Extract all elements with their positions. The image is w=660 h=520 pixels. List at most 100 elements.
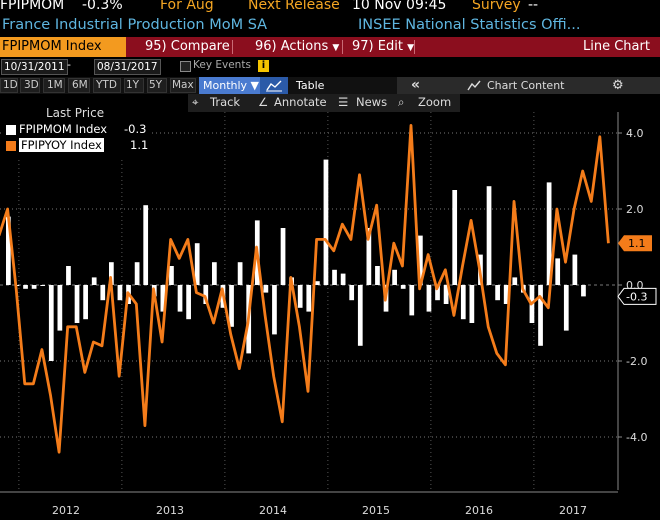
bar: [332, 269, 337, 285]
date-separator: -: [67, 58, 71, 71]
bar: [160, 285, 166, 312]
chevron-down-icon: ▼: [332, 43, 340, 53]
legend-swatch: [6, 124, 16, 135]
info-icon[interactable]: i: [258, 60, 269, 72]
period-6m[interactable]: 6M: [72, 79, 88, 91]
bar: [83, 285, 88, 320]
bar: [66, 266, 71, 285]
edit-button[interactable]: 97) Edit ▼: [352, 39, 415, 54]
header-next-release-label: Next Release: [248, 0, 340, 13]
period-1d[interactable]: 1D: [3, 79, 18, 91]
bar: [375, 266, 380, 285]
x-axis-band: [0, 490, 660, 520]
header-survey: --: [528, 0, 539, 13]
x-tick-label: 2015: [362, 504, 390, 517]
period-ytd[interactable]: YTD: [96, 79, 117, 91]
bar: [134, 262, 140, 285]
bar: [203, 285, 209, 304]
bar: [495, 285, 500, 301]
x-tick-label: 2017: [559, 504, 587, 517]
y-tick-label: -2.0: [626, 355, 647, 368]
bar: [117, 285, 123, 301]
legend-value: 1.1: [130, 138, 149, 152]
bar: [186, 285, 191, 320]
period-3d[interactable]: 3D: [24, 79, 39, 91]
header-value: -0.3%: [82, 0, 123, 13]
bar: [418, 235, 423, 285]
bar: [323, 159, 329, 285]
bar: [31, 285, 37, 289]
bar: [392, 269, 397, 285]
compare-button[interactable]: 95) Compare: [145, 39, 230, 54]
line-chart-button[interactable]: [260, 77, 288, 94]
annotate-icon: ∠: [258, 95, 269, 109]
bar: [169, 266, 174, 285]
chart-area[interactable]: 4.02.00.0-2.0-4.0 2012 2013 2014 2015 2016 20…: [0, 94, 660, 520]
security-field[interactable]: FPIPMOM Index: [0, 37, 126, 57]
legend-item-fpipmom[interactable]: FPIPMOM Index: [6, 122, 107, 136]
line-chart-icon: [266, 80, 282, 92]
period-max[interactable]: Max: [172, 79, 194, 91]
y-tick-label: 2.0: [626, 203, 644, 216]
legend-label: FPIPYOY Index: [19, 138, 104, 152]
header-survey-label: Survey: [472, 0, 521, 13]
bar: [280, 228, 286, 285]
news-icon: ☰: [338, 95, 349, 109]
bar: [555, 258, 561, 285]
bar: [503, 285, 509, 304]
bar: [23, 285, 28, 289]
end-date-field[interactable]: 08/31/2017: [94, 59, 161, 75]
x-tick-label: 2014: [259, 504, 287, 517]
chart-content-icon[interactable]: [467, 77, 481, 94]
start-date-field[interactable]: 10/31/2011: [1, 59, 68, 75]
y-axis: 4.02.00.0-2.0-4.0: [617, 112, 647, 520]
line-series: [0, 123, 610, 454]
last-value-marker-bar: [617, 287, 657, 305]
bar: [6, 216, 11, 285]
news-button[interactable]: News: [356, 95, 388, 109]
search-icon: ⌕: [398, 95, 405, 109]
chart-content-bar: « Chart Content ⚙: [397, 77, 660, 94]
actions-button[interactable]: 96) Actions ▼: [255, 39, 340, 54]
bar: [460, 285, 466, 320]
bar: [469, 285, 475, 323]
bar: [212, 262, 217, 285]
bar: [512, 277, 518, 285]
bar: [100, 285, 106, 301]
table-button[interactable]: Table: [296, 79, 325, 92]
collapse-icon[interactable]: «: [411, 77, 421, 93]
gear-icon[interactable]: ⚙: [612, 78, 624, 93]
plot-toolbar: ⌖ Track ∠ Annotate ☰ News ⌕ Zoom: [188, 94, 460, 112]
legend-title: Last Price: [46, 106, 105, 120]
bar: [409, 285, 415, 316]
frequency-dropdown[interactable]: Monthly ▼: [199, 77, 263, 94]
bar: [91, 277, 97, 285]
bar: [349, 285, 355, 301]
key-events-checkbox[interactable]: [180, 61, 191, 72]
last-value-labels: 1.1 -0.3: [617, 235, 657, 305]
header-next-release: 10 Nov 09:45: [352, 0, 447, 13]
chevron-down-icon: ▼: [407, 43, 415, 53]
y-tick-label: -4.0: [626, 431, 647, 444]
x-tick-label: 2016: [465, 504, 493, 517]
legend-value: -0.3: [124, 122, 147, 136]
bar: [340, 273, 346, 285]
bar: [74, 285, 80, 323]
legend-item-fpipyoy[interactable]: FPIPYOY Index: [6, 138, 104, 152]
bar: [272, 285, 277, 335]
key-events-label: Key Events: [193, 59, 251, 71]
bar: [357, 285, 363, 346]
last-value-label-line: 1.1: [628, 237, 646, 250]
period-5y[interactable]: 5Y: [149, 79, 163, 91]
annotate-button[interactable]: Annotate: [274, 95, 327, 109]
period-1m[interactable]: 1M: [47, 79, 63, 91]
zoom-button[interactable]: Zoom: [418, 95, 452, 109]
bar: [109, 262, 114, 285]
period-1y[interactable]: 1Y: [126, 79, 140, 91]
track-button[interactable]: Track: [210, 95, 241, 109]
bar: [57, 285, 63, 331]
chart-content-button[interactable]: Chart Content: [487, 79, 565, 92]
description-bar: France Industrial Production MoM SA INSE…: [0, 16, 660, 36]
chart-type-label[interactable]: Line Chart: [583, 39, 650, 54]
bar: [546, 182, 552, 285]
